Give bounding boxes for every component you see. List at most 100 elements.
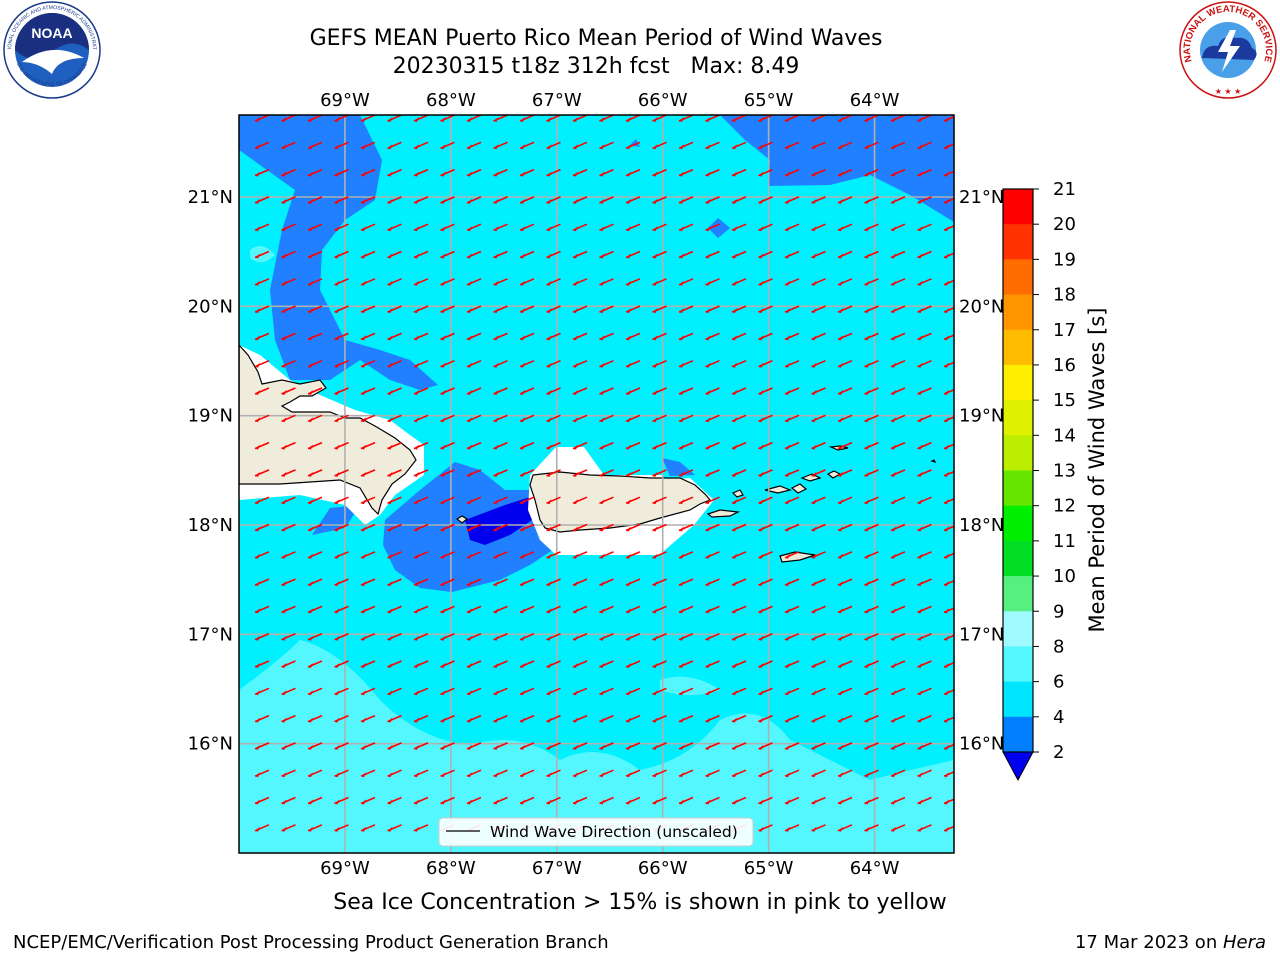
wind-wave-arrow: [493, 469, 508, 477]
wind-wave-arrow: [334, 305, 349, 314]
wind-wave-arrow: [731, 141, 747, 150]
wind-wave-arrow: [758, 742, 773, 750]
wind-wave-arrow: [943, 170, 954, 177]
wind-wave-arrow: [943, 115, 954, 122]
wind-wave-arrow: [731, 223, 747, 232]
wind-wave-arrow: [625, 332, 641, 341]
wind-wave-arrow: [466, 714, 482, 723]
lon-label-top: 67°W: [532, 90, 582, 111]
wind-wave-arrow: [652, 496, 667, 505]
wind-wave-arrow: [811, 687, 826, 696]
wind-wave-arrow: [758, 523, 773, 532]
wind-wave-arrow: [572, 551, 588, 559]
wind-wave-arrow: [307, 605, 323, 614]
wind-wave-arrow: [493, 141, 508, 150]
colorbar-tick-label: 8: [1053, 636, 1064, 657]
wind-wave-arrow: [678, 305, 694, 314]
lon-label-bottom: 65°W: [744, 858, 794, 879]
wind-wave-arrow: [837, 469, 853, 477]
colorbar-tick-label: 20: [1053, 214, 1076, 235]
wind-wave-arrow: [440, 414, 455, 423]
wind-wave-arrow: [837, 605, 853, 614]
wind-wave-arrow: [281, 523, 296, 532]
wind-wave-arrow: [546, 305, 561, 314]
wind-wave-arrow: [546, 714, 561, 723]
wind-wave-arrow: [811, 305, 826, 314]
wind-wave-arrow: [334, 687, 349, 696]
wind-wave-arrow: [652, 523, 667, 532]
wind-wave-arrow: [652, 278, 667, 286]
wind-wave-arrow: [413, 824, 429, 832]
wind-wave-arrow: [281, 168, 296, 177]
wind-wave-arrow: [387, 469, 402, 477]
wind-wave-arrow: [360, 196, 376, 204]
wind-wave-arrow: [599, 469, 614, 477]
noaa-logo-text: NOAA: [31, 25, 72, 41]
wind-wave-arrow: [254, 578, 270, 587]
wind-wave-arrow: [466, 551, 482, 559]
wind-wave-arrow: [917, 796, 932, 805]
wind-wave-arrow: [413, 387, 429, 395]
wind-wave-arrow: [254, 387, 270, 395]
wind-wave-arrow: [413, 250, 429, 259]
wind-wave-arrow: [387, 441, 402, 450]
wind-wave-arrow: [546, 332, 561, 341]
wind-wave-arrow: [784, 387, 800, 395]
wind-wave-arrow: [652, 305, 667, 314]
wind-wave-arrow: [943, 607, 954, 614]
wind-wave-arrow: [837, 769, 853, 778]
wind-wave-arrow: [466, 332, 482, 341]
wind-wave-arrow: [493, 796, 508, 805]
wind-wave-arrow: [493, 578, 508, 587]
wind-wave-arrow: [413, 469, 429, 477]
wind-wave-arrow: [758, 359, 773, 368]
wind-wave-arrow: [837, 578, 853, 587]
wind-wave-arrow: [493, 196, 508, 204]
wind-wave-arrow: [519, 714, 535, 723]
wind-wave-arrow: [784, 660, 800, 668]
longitude-labels-bottom: 69°W 68°W 67°W 66°W 65°W 64°W: [320, 858, 900, 879]
wind-wave-arrow: [466, 305, 482, 314]
wind-wave-arrow: [546, 632, 561, 641]
wind-wave-arrow: [546, 687, 561, 696]
wind-wave-arrow: [440, 196, 455, 204]
wind-wave-arrow: [678, 496, 694, 505]
wind-wave-arrow: [254, 469, 270, 477]
wind-wave-arrow: [413, 141, 429, 150]
wind-wave-arrow: [678, 223, 694, 232]
colorbar-segment: [1003, 505, 1033, 542]
wind-wave-arrow: [758, 551, 773, 559]
wind-wave-arrow: [837, 551, 853, 559]
wind-wave-arrow: [466, 414, 482, 423]
wind-wave-arrow: [413, 359, 429, 368]
wind-wave-arrow: [811, 441, 826, 450]
wind-wave-arrow: [890, 551, 906, 559]
wind-wave-arrow: [387, 605, 402, 614]
wind-wave-arrow: [572, 769, 588, 778]
wind-wave-arrow: [943, 798, 954, 805]
wind-wave-arrow: [678, 687, 694, 696]
wind-wave-arrow: [307, 742, 323, 750]
wind-wave-arrow: [837, 332, 853, 341]
wind-wave-arrow: [599, 278, 614, 286]
wind-wave-arrow: [837, 359, 853, 368]
wind-wave-arrow: [440, 332, 455, 341]
wind-wave-arrow: [678, 714, 694, 723]
wind-wave-arrow: [864, 714, 879, 723]
wind-wave-arrow: [546, 414, 561, 423]
wind-wave-arrow: [758, 714, 773, 723]
wind-wave-arrow: [466, 387, 482, 395]
colorbar-tick-label: 18: [1053, 285, 1076, 306]
wind-wave-arrow: [572, 687, 588, 696]
wind-wave-arrow: [387, 687, 402, 696]
wind-wave-arrow: [758, 141, 773, 150]
map-plot-area: [239, 115, 954, 853]
wind-wave-arrow: [493, 769, 508, 778]
wind-wave-arrow: [334, 387, 349, 395]
wind-wave-arrow: [652, 660, 667, 668]
wind-wave-arrow: [572, 578, 588, 587]
wind-wave-arrow: [943, 716, 954, 723]
wind-wave-arrow: [625, 469, 641, 477]
wind-wave-arrow: [705, 769, 720, 778]
wind-wave-arrow: [625, 742, 641, 750]
